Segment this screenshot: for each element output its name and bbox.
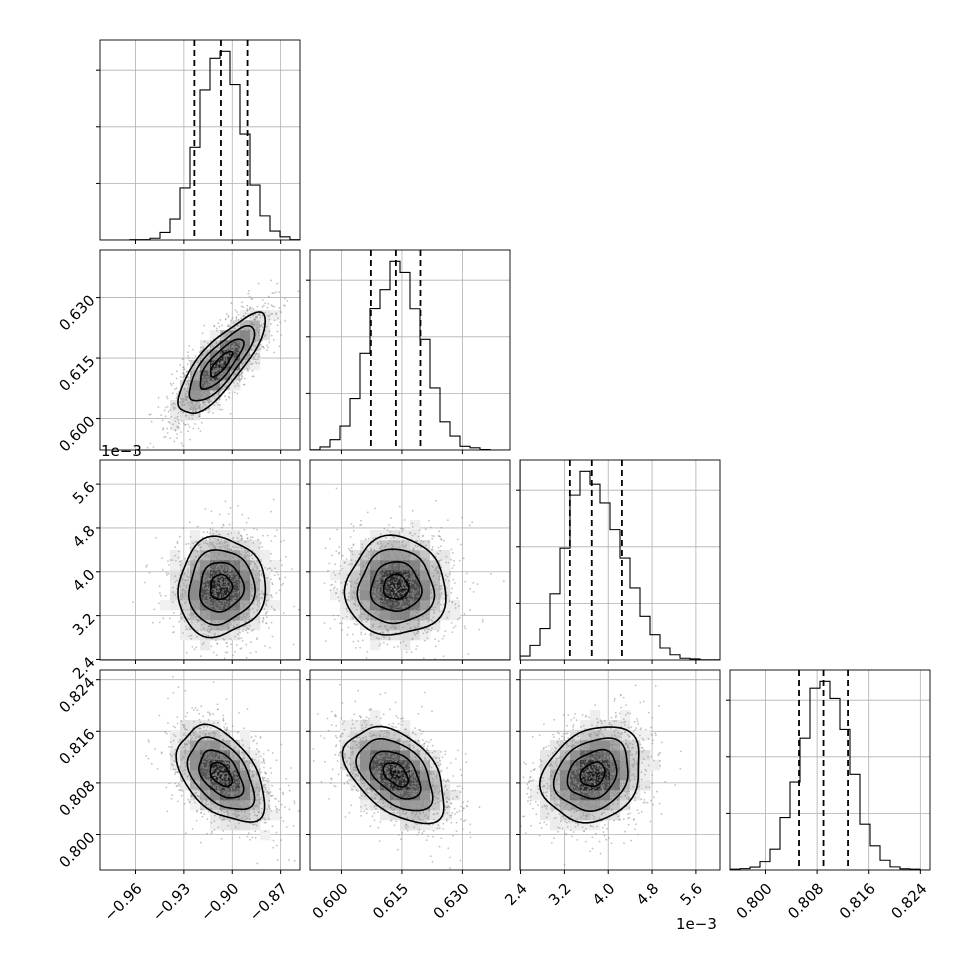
histogram-4 bbox=[730, 680, 930, 870]
contour-level-1 bbox=[579, 761, 606, 788]
x-tick-label: 0.600 bbox=[309, 880, 352, 923]
y-tick-label: 0.816 bbox=[55, 725, 98, 768]
contour-level-3 bbox=[187, 549, 256, 626]
x-tick-label: −0.87 bbox=[246, 880, 291, 925]
y-tick-label: 0.600 bbox=[55, 412, 98, 455]
y-tick-label: 5.6 bbox=[69, 478, 99, 508]
x-tick-label: −0.96 bbox=[101, 880, 146, 925]
contour-level-4 bbox=[343, 534, 447, 636]
panel-frame bbox=[99, 669, 301, 871]
x-tick-label: 4.8 bbox=[633, 880, 663, 910]
panel-frame bbox=[99, 39, 301, 241]
y-tick-label: 3.2 bbox=[69, 609, 99, 639]
contour-level-3 bbox=[355, 737, 434, 812]
contour-level-4 bbox=[341, 725, 445, 825]
x-tick-label: 0.800 bbox=[733, 880, 776, 923]
contour-level-3 bbox=[186, 736, 256, 811]
scatter-points bbox=[132, 498, 300, 660]
contour-level-3 bbox=[552, 737, 629, 813]
contour-level-2 bbox=[566, 748, 618, 800]
contour-level-2 bbox=[369, 750, 422, 800]
x-tick-label: 0.816 bbox=[836, 880, 879, 923]
contour-level-4 bbox=[177, 311, 267, 415]
histogram-1 bbox=[100, 50, 300, 240]
y-tick-label: 0.630 bbox=[55, 291, 98, 334]
histogram-layer bbox=[100, 40, 930, 870]
contour-level-3 bbox=[356, 548, 436, 625]
contour-level-1 bbox=[382, 573, 410, 600]
offset-label-y: 1e−3 bbox=[101, 442, 142, 460]
scatter-points bbox=[323, 487, 505, 660]
contour-level-1 bbox=[209, 350, 234, 378]
panel-frame bbox=[99, 459, 301, 661]
histogram-3 bbox=[520, 470, 720, 660]
contour-level-3 bbox=[188, 324, 256, 402]
panel-frame bbox=[309, 249, 511, 451]
panel-frame bbox=[519, 669, 721, 871]
panel-frame bbox=[519, 459, 721, 661]
x-tick-label: 0.824 bbox=[887, 880, 930, 923]
contour-layer bbox=[175, 311, 640, 825]
x-tick-label: −0.93 bbox=[149, 880, 194, 925]
y-tick-label: 0.824 bbox=[55, 673, 98, 716]
y-tick-label: 0.615 bbox=[55, 352, 98, 395]
contour-level-2 bbox=[199, 338, 245, 391]
scatter-points bbox=[146, 279, 300, 449]
panel-frame bbox=[309, 459, 511, 661]
x-tick-label: 2.4 bbox=[501, 880, 531, 910]
contour-level-1 bbox=[382, 762, 410, 788]
contour-level-4 bbox=[538, 726, 640, 824]
contour-level-4 bbox=[177, 535, 267, 639]
contour-level-1 bbox=[209, 761, 234, 788]
x-tick-label: 4.0 bbox=[589, 880, 619, 910]
panel-frame bbox=[99, 249, 301, 451]
x-tick-label: 3.2 bbox=[545, 880, 575, 910]
y-tick-label: 4.8 bbox=[69, 522, 99, 552]
x-tick-label: 0.615 bbox=[369, 880, 412, 923]
y-tick-label: 0.800 bbox=[55, 828, 98, 871]
contour-level-2 bbox=[199, 561, 246, 613]
y-tick-label: 4.0 bbox=[69, 566, 99, 596]
contour-level-2 bbox=[369, 560, 423, 612]
histogram-2 bbox=[310, 260, 510, 450]
scatter-points bbox=[310, 683, 481, 870]
contour-level-4 bbox=[175, 723, 266, 823]
contour-level-1 bbox=[209, 573, 234, 600]
x-tick-label: 0.808 bbox=[784, 880, 827, 923]
y-tick-label: 0.808 bbox=[55, 777, 98, 820]
x-tick-label: −0.90 bbox=[197, 880, 242, 925]
x-tick-label: 5.6 bbox=[677, 880, 707, 910]
panel-frame bbox=[729, 669, 931, 871]
offset-label-x: 1e−3 bbox=[676, 915, 717, 933]
contour-level-2 bbox=[198, 749, 245, 799]
x-tick-label: 0.630 bbox=[430, 880, 473, 923]
frame-layer bbox=[96, 39, 931, 874]
panel-frame bbox=[309, 669, 511, 871]
